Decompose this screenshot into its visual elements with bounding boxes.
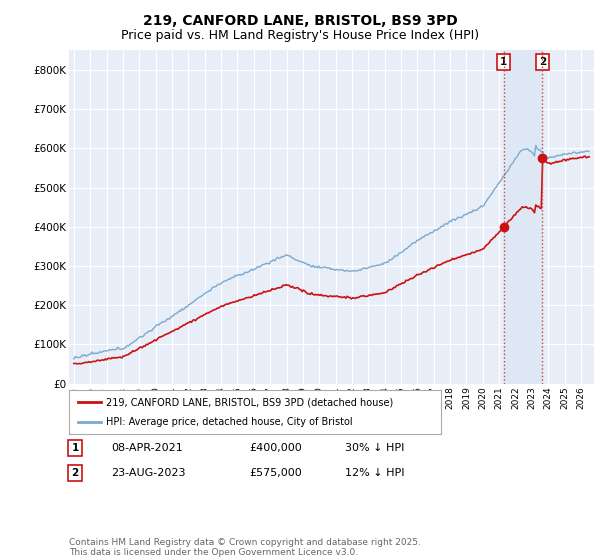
Text: 2: 2 <box>71 468 79 478</box>
Text: 23-AUG-2023: 23-AUG-2023 <box>111 468 185 478</box>
Text: 219, CANFORD LANE, BRISTOL, BS9 3PD: 219, CANFORD LANE, BRISTOL, BS9 3PD <box>143 14 457 28</box>
Text: 08-APR-2021: 08-APR-2021 <box>111 443 183 453</box>
Text: Contains HM Land Registry data © Crown copyright and database right 2025.
This d: Contains HM Land Registry data © Crown c… <box>69 538 421 557</box>
Text: 219, CANFORD LANE, BRISTOL, BS9 3PD (detached house): 219, CANFORD LANE, BRISTOL, BS9 3PD (det… <box>106 397 394 407</box>
Text: HPI: Average price, detached house, City of Bristol: HPI: Average price, detached house, City… <box>106 417 353 427</box>
Text: 1: 1 <box>71 443 79 453</box>
Text: Price paid vs. HM Land Registry's House Price Index (HPI): Price paid vs. HM Land Registry's House … <box>121 29 479 42</box>
Text: £575,000: £575,000 <box>249 468 302 478</box>
Text: 2: 2 <box>539 57 546 67</box>
Text: £400,000: £400,000 <box>249 443 302 453</box>
Bar <box>503 50 542 384</box>
Text: 12% ↓ HPI: 12% ↓ HPI <box>345 468 404 478</box>
Text: 30% ↓ HPI: 30% ↓ HPI <box>345 443 404 453</box>
Text: 1: 1 <box>500 57 507 67</box>
